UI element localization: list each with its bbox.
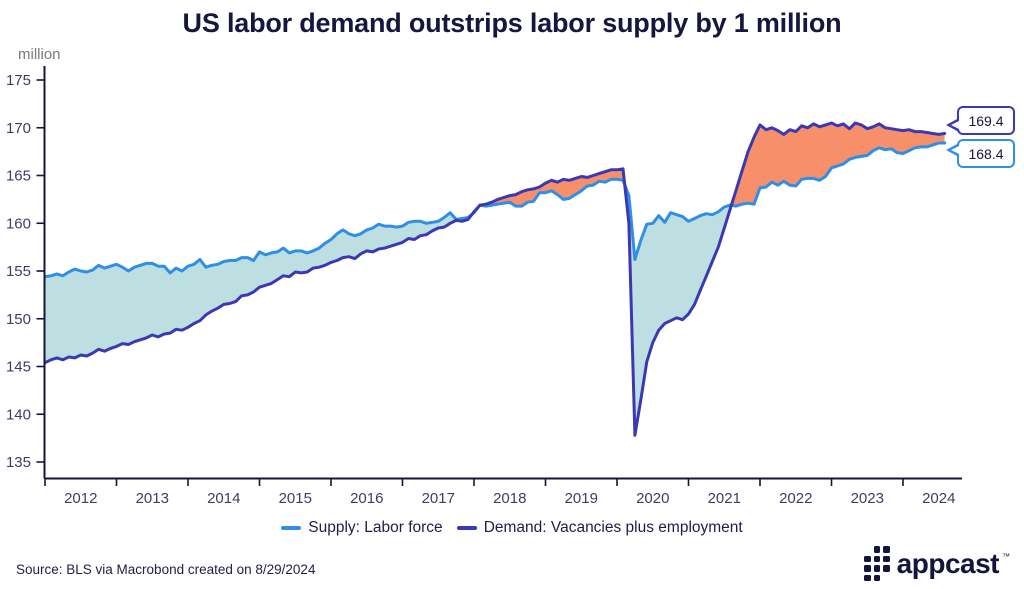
- y-axis-unit-label: million: [18, 46, 61, 63]
- x-tick-label: 2016: [350, 490, 383, 507]
- demand-line: [43, 121, 947, 437]
- y-tick-label: 175: [6, 72, 31, 89]
- x-tick-label: 2013: [136, 490, 169, 507]
- legend: Supply: Labor force Demand: Vacancies pl…: [0, 519, 1024, 537]
- y-tick-label: 140: [6, 406, 31, 423]
- y-tick-label: 150: [6, 311, 31, 328]
- x-tick-label: 2019: [565, 490, 598, 507]
- x-tick-label: 2018: [493, 490, 526, 507]
- supply-line-swatch-icon: [281, 525, 302, 531]
- x-tick-label: 2021: [708, 490, 741, 507]
- x-tick-label: 2012: [64, 490, 97, 507]
- appcast-logo-text: appcast: [896, 547, 1000, 579]
- appcast-logo-icon: [864, 546, 890, 581]
- x-tick-label: 2024: [922, 490, 955, 507]
- x-tick-label: 2022: [779, 490, 812, 507]
- supply-surplus-area: [45, 143, 945, 436]
- trademark-symbol: ™: [1002, 552, 1010, 561]
- legend-label-supply: Supply: Labor force: [308, 519, 443, 536]
- supply-end-value: 168.4: [968, 145, 1004, 162]
- y-tick-label: 155: [6, 263, 31, 280]
- legend-item-demand: Demand: Vacancies plus employment: [456, 519, 743, 537]
- x-tick-label: 2014: [207, 490, 240, 507]
- legend-label-demand: Demand: Vacancies plus employment: [483, 519, 743, 536]
- demand-end-value-callout: 169.4: [946, 106, 1015, 135]
- labor-supply-demand-chart: 175 170 165 160 155 150 145 140 135 2012 2013 2014 2…: [6, 66, 962, 507]
- supply-line: [43, 141, 947, 279]
- supply-end-value-callout: 168.4: [946, 139, 1015, 168]
- chart-title: US labor demand outstrips labor supply b…: [182, 8, 842, 38]
- y-tick-label: 165: [6, 168, 31, 185]
- y-tick-label: 135: [6, 454, 31, 471]
- appcast-logo: appcast ™: [864, 546, 1010, 581]
- x-tick-label: 2020: [636, 490, 669, 507]
- x-tick-label: 2017: [422, 490, 455, 507]
- x-tick-label: 2023: [851, 490, 884, 507]
- x-tick-label: 2015: [279, 490, 312, 507]
- y-tick-label: 160: [6, 215, 31, 232]
- y-tick-label: 170: [6, 120, 31, 137]
- source-attribution: Source: BLS via Macrobond created on 8/2…: [16, 562, 316, 577]
- demand-line-swatch-icon: [456, 525, 477, 531]
- demand-end-value: 169.4: [968, 112, 1004, 129]
- y-tick-label: 145: [6, 359, 31, 376]
- legend-item-supply: Supply: Labor force: [281, 519, 443, 537]
